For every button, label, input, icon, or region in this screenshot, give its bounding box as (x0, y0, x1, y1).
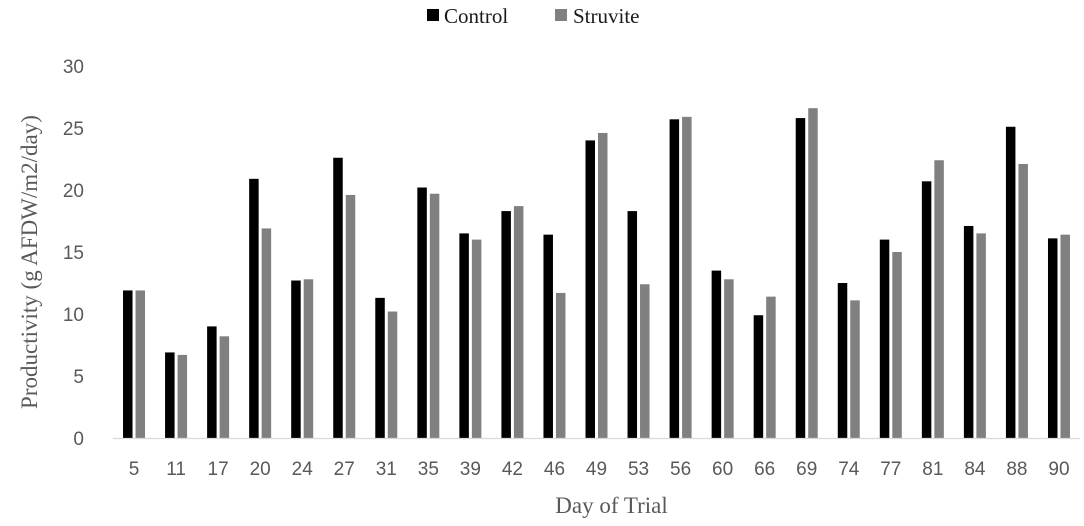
x-tick-label: 42 (502, 459, 523, 480)
x-tick-label: 88 (1006, 459, 1027, 480)
bar-control-day-24 (291, 280, 301, 438)
y-tick-label: 5 (73, 367, 84, 388)
bar-struvite-day-5 (135, 290, 146, 438)
x-tick-label: 74 (838, 459, 860, 480)
bar-struvite-day-60 (724, 279, 734, 438)
bar-struvite-day-77 (892, 252, 902, 438)
bar-control-day-77 (879, 239, 890, 438)
x-tick-label: 5 (129, 459, 140, 480)
legend-label-struvite: Struvite (573, 4, 640, 28)
bar-control-day-35 (417, 187, 427, 438)
x-tick-label: 35 (418, 459, 439, 480)
y-tick-label: 10 (63, 305, 84, 326)
legend-swatch-control (427, 9, 439, 21)
bar-control-day-53 (627, 211, 638, 438)
bar-struvite-day-56 (682, 116, 692, 438)
x-tick-label: 84 (964, 459, 986, 480)
y-tick-label: 15 (63, 243, 84, 264)
bar-control-day-31 (375, 297, 385, 438)
bar-control-day-69 (795, 118, 806, 438)
bar-struvite-day-81 (934, 160, 944, 439)
bar-struvite-day-31 (387, 311, 398, 438)
legend: Control Struvite (427, 4, 640, 28)
x-tick-label: 11 (166, 459, 186, 480)
bar-control-day-60 (711, 270, 722, 438)
x-tick-label: 17 (208, 459, 229, 480)
bar-struvite-day-39 (471, 239, 482, 438)
bar-control-day-90 (1047, 238, 1058, 438)
bar-struvite-day-66 (766, 296, 776, 438)
x-tick-label: 20 (250, 459, 271, 480)
bar-struvite-day-84 (976, 233, 986, 438)
x-tick-label: 60 (712, 459, 733, 480)
x-tick-label: 66 (754, 459, 775, 480)
y-tick-label: 25 (63, 119, 84, 140)
y-axis-title: Productivity (g AFDW/m2/day) (17, 115, 42, 409)
y-tick-label: 30 (63, 57, 84, 78)
bar-control-day-56 (669, 119, 680, 438)
x-tick-label: 53 (628, 459, 649, 480)
bar-struvite-day-69 (808, 108, 818, 438)
bar-struvite-day-20 (261, 228, 272, 438)
x-tick-label: 56 (670, 459, 691, 480)
bar-control-day-46 (543, 234, 553, 438)
x-tick-label: 24 (292, 459, 314, 480)
bar-struvite-day-49 (598, 132, 608, 438)
bar-control-day-88 (1005, 126, 1016, 438)
x-tick-label: 39 (460, 459, 481, 480)
bars-group (123, 108, 1070, 439)
bar-control-day-11 (165, 352, 175, 438)
bar-struvite-day-90 (1060, 234, 1070, 438)
bar-control-day-17 (207, 326, 217, 438)
y-tick-label: 0 (73, 429, 84, 450)
bar-control-day-39 (459, 233, 469, 438)
bar-control-day-5 (123, 290, 133, 438)
x-tick-label: 46 (544, 459, 565, 480)
bar-control-day-42 (501, 211, 511, 438)
y-tick-label: 20 (63, 181, 84, 202)
y-axis-ticks: 0 5 10 15 20 25 30 (63, 57, 84, 450)
bar-struvite-day-24 (303, 279, 314, 438)
x-tick-label: 77 (880, 459, 901, 480)
bar-struvite-day-27 (345, 194, 356, 438)
bar-struvite-day-11 (177, 354, 188, 438)
x-tick-label: 81 (922, 459, 943, 480)
x-tick-label: 27 (334, 459, 355, 480)
legend-label-control: Control (444, 4, 508, 28)
bar-control-day-20 (249, 178, 259, 438)
bar-control-day-74 (837, 283, 848, 438)
x-axis-title: Day of Trial (555, 493, 667, 518)
bar-control-day-81 (921, 181, 932, 438)
bar-struvite-day-74 (850, 300, 860, 438)
x-tick-label: 90 (1048, 459, 1069, 480)
bar-control-day-66 (753, 315, 764, 438)
bar-struvite-day-35 (429, 193, 440, 438)
bar-control-day-49 (585, 140, 595, 438)
bar-control-day-84 (963, 225, 974, 438)
bar-control-day-27 (333, 157, 343, 438)
bar-struvite-day-42 (513, 206, 524, 438)
x-tick-label: 31 (376, 459, 397, 480)
bar-struvite-day-53 (640, 284, 650, 438)
bar-struvite-day-88 (1018, 163, 1028, 438)
x-axis-ticks: 5 11 17 20 24 27 31 35 39 42 46 49 53 56 60 66 69 74 77 81 8… (129, 459, 1070, 480)
bar-struvite-day-17 (219, 336, 230, 438)
legend-swatch-struvite (555, 9, 567, 21)
x-tick-label: 69 (796, 459, 817, 480)
bar-struvite-day-46 (555, 292, 566, 438)
x-tick-label: 49 (586, 459, 607, 480)
